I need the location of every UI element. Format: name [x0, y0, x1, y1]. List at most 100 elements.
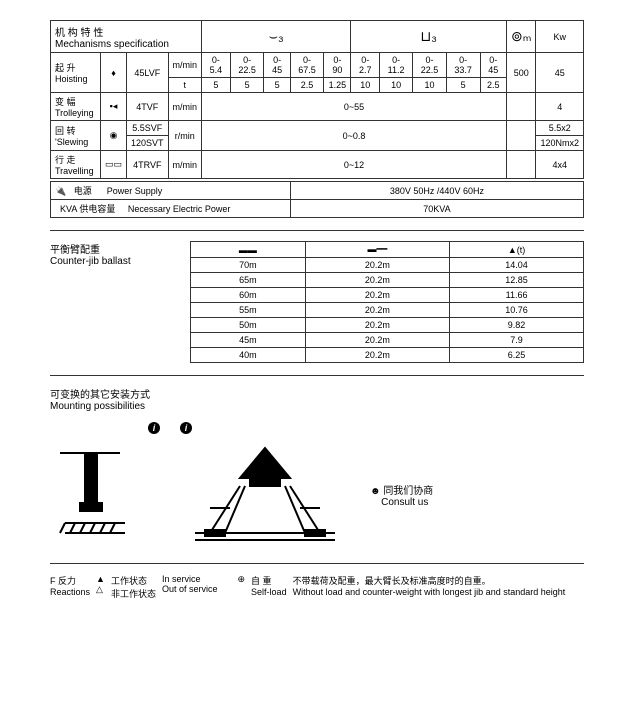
trolley-icon: ▪◂ — [101, 93, 127, 121]
empty — [506, 151, 535, 179]
cell: 10 — [351, 78, 380, 93]
slew-icon: ◉ — [101, 121, 127, 151]
cell: 0-45 — [480, 53, 506, 78]
kva-value: 70KVA — [290, 200, 583, 218]
slew-kw1: 5.5x2 — [536, 121, 584, 136]
ballast-icon-2: ▬━━ — [305, 242, 449, 258]
cell: 5 — [264, 78, 290, 93]
in-service-cn: 工作状态 — [111, 574, 156, 587]
empty — [506, 93, 535, 121]
cell: 0-45 — [264, 53, 290, 78]
self-desc-en: Without load and counter-weight with lon… — [293, 587, 566, 597]
cell: 65m — [191, 273, 306, 288]
cell: 14.04 — [450, 258, 584, 273]
legend-f-en: Reactions — [50, 587, 90, 597]
empty — [506, 121, 535, 151]
slew-unit: r/min — [168, 121, 202, 151]
consult-icon: ☻ — [370, 486, 381, 497]
cell: 10.76 — [450, 303, 584, 318]
cell: 2.5 — [480, 78, 506, 93]
cell: 50m — [191, 318, 306, 333]
marker-hollow: △ — [96, 584, 105, 595]
travel-unit: m/min — [168, 151, 202, 179]
travel-range: 0~12 — [202, 151, 507, 179]
cell: 0-90 — [324, 53, 351, 78]
trolley-model: 4TVF — [127, 93, 169, 121]
marker-solid: ▲ — [96, 574, 105, 584]
hoisting-icon: ♦ — [101, 53, 127, 93]
cell: 0-5.4 — [202, 53, 231, 78]
slew-model2: 120SVT — [127, 136, 169, 151]
legend: F 反力 Reactions ▲ △ 工作状态 非工作状态 In service… — [50, 574, 584, 600]
out-service-en: Out of service — [162, 584, 218, 594]
info-icon: i — [148, 422, 160, 434]
cell: 20.2m — [305, 333, 449, 348]
cell: 1.25 — [324, 78, 351, 93]
slew-model1: 5.5SVF — [127, 121, 169, 136]
ballast-icon-1: ▬▬ — [191, 242, 306, 258]
unit-mmin: m/min — [168, 53, 202, 78]
cell: 55m — [191, 303, 306, 318]
trolley-kw: 4 — [536, 93, 584, 121]
slew-label: 回 转 'Slewing — [51, 121, 101, 151]
cell: 20.2m — [305, 303, 449, 318]
slew-range: 0~0.8 — [202, 121, 507, 151]
cell: 5 — [446, 78, 480, 93]
cell: 0-2.7 — [351, 53, 380, 78]
self-en: Self-load — [251, 587, 287, 597]
cell: 0-67.5 — [290, 53, 324, 78]
slew-kw2: 120Nmx2 — [536, 136, 584, 151]
hoisting-label: 起 升 Hoisting — [51, 53, 101, 93]
power-row: 🔌 电源 Power Supply — [51, 182, 291, 200]
cell: 20.2m — [305, 318, 449, 333]
cell: 6.25 — [450, 348, 584, 363]
cell: 12.85 — [450, 273, 584, 288]
cell: 20.2m — [305, 288, 449, 303]
cell: 0-11.2 — [380, 53, 413, 78]
hoisting-kw: 45 — [536, 53, 584, 93]
ballast-title-cn: 平衡臂配重 — [50, 241, 170, 256]
travel-icon: ▭▭ — [101, 151, 127, 179]
kva-row: KVA 供电容量 Necessary Electric Power — [51, 200, 291, 218]
cell: 2.5 — [290, 78, 324, 93]
header-icon-2: ⊔₃ — [351, 21, 507, 53]
ballast-title-en: Counter-jib ballast — [50, 256, 170, 267]
mounting-section: 可变换的其它安装方式 Mounting possibilities i — [50, 386, 584, 551]
mech-title: 机 构 特 性 Mechanisms specification — [51, 21, 202, 53]
cell: 20.2m — [305, 348, 449, 363]
cell: 60m — [191, 288, 306, 303]
cell: 10 — [380, 78, 413, 93]
cell: 45m — [191, 333, 306, 348]
power-value: 380V 50Hz /440V 60Hz — [290, 182, 583, 200]
in-service-en: In service — [162, 574, 218, 584]
cell: 9.82 — [450, 318, 584, 333]
cell: 10 — [413, 78, 447, 93]
cell: 0-22.5 — [413, 53, 447, 78]
cell: 0-22.5 — [230, 53, 264, 78]
cell: 40m — [191, 348, 306, 363]
cell: 5 — [202, 78, 231, 93]
cell: 20.2m — [305, 273, 449, 288]
hoisting-m: 500 — [506, 53, 535, 93]
self-cn: 自 重 — [251, 574, 287, 587]
travel-kw: 4x4 — [536, 151, 584, 179]
ballast-table: ▬▬ ▬━━ ▲(t) 70m20.2m14.04 65m20.2m12.85 … — [190, 241, 584, 363]
trolley-label: 变 幅 Trolleying — [51, 93, 101, 121]
self-desc-cn: 不带载荷及配重，最大臂长及标准高度时的自重。 — [293, 574, 566, 587]
self-icon: ⊕ — [238, 574, 246, 585]
mechanisms-table: 机 构 特 性 Mechanisms specification ⌣₃ ⊔₃ ⊚… — [50, 20, 584, 218]
cell: 5 — [230, 78, 264, 93]
ballast-icon-3: ▲(t) — [450, 242, 584, 258]
cell: 7.9 — [450, 333, 584, 348]
cell: 11.66 — [450, 288, 584, 303]
consult-block: ☻ 同我们协商 Consult us — [370, 482, 433, 508]
legend-f-cn: F 反力 — [50, 574, 90, 587]
trolley-unit: m/min — [168, 93, 202, 121]
info-icon: i — [180, 422, 192, 434]
travel-model: 4TRVF — [127, 151, 169, 179]
crane-diagram-1: i — [50, 422, 160, 551]
header-icon-1: ⌣₃ — [202, 21, 351, 53]
kw-header: Kw — [536, 21, 584, 53]
crane-diagram-2: i — [180, 422, 350, 551]
header-icon-3: ⊚ₘ — [506, 21, 535, 53]
